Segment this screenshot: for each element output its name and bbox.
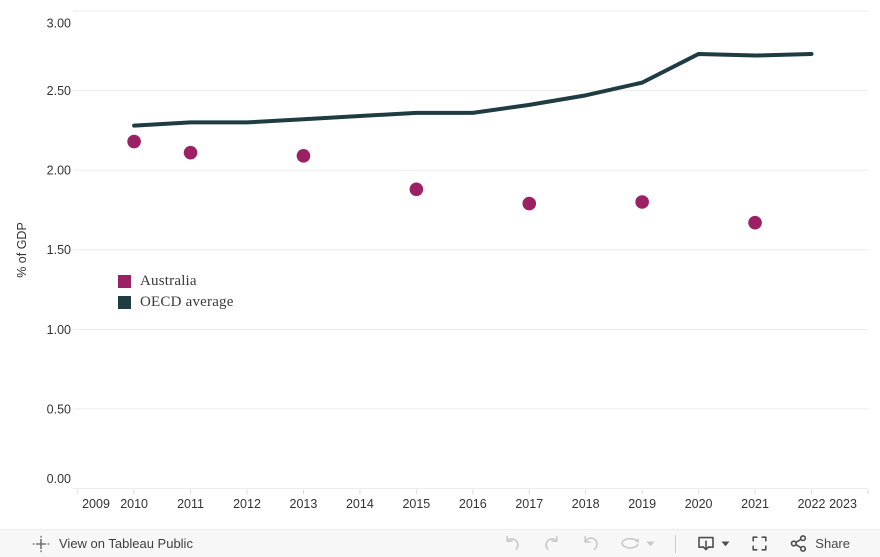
legend-item-australia[interactable]: Australia xyxy=(118,271,234,292)
y-axis-tick-label: 3.00 xyxy=(47,17,71,31)
oecd-average-line[interactable] xyxy=(132,51,814,128)
undo-icon xyxy=(506,535,519,550)
redo-icon xyxy=(545,535,558,550)
x-axis-tick-label: 2021 xyxy=(741,497,769,511)
x-axis-tick-label: 2009 xyxy=(82,497,110,511)
australia-data-point[interactable] xyxy=(127,134,141,149)
legend-label-australia: Australia xyxy=(140,273,197,289)
x-axis-tick-label: 2017 xyxy=(515,497,543,511)
x-axis-tick-label: 2015 xyxy=(402,497,430,511)
y-axis-tick-label: 0.00 xyxy=(47,472,71,486)
tableau-toolbar: View on Tableau Public xyxy=(0,529,880,557)
download-icon xyxy=(698,536,715,551)
undo-button[interactable] xyxy=(503,534,522,553)
y-axis-title: % of GDP xyxy=(15,222,29,278)
y-axis-tick-label: 2.50 xyxy=(47,84,71,98)
australia-data-point[interactable] xyxy=(296,149,311,163)
chart-svg[interactable]: 0.00 0.50 1.00 1.50 2.00 2.50 3.00 2009 2010 2011… xyxy=(0,0,880,529)
x-axis-tick-label: 2013 xyxy=(290,497,318,511)
legend-item-oecd-average[interactable]: OECD average xyxy=(118,292,234,313)
australia-data-point[interactable] xyxy=(409,182,424,197)
x-axis-tick-label: 2016 xyxy=(459,497,487,511)
caret-down-icon xyxy=(646,541,655,546)
color-legend: Australia OECD average xyxy=(118,271,234,313)
share-icon xyxy=(790,535,807,552)
australia-data-point[interactable] xyxy=(635,195,649,209)
caret-down-icon xyxy=(721,541,730,546)
x-axis-tick-label: 2011 xyxy=(177,497,204,511)
share-button[interactable]: Share xyxy=(789,534,850,553)
view-on-tableau-public-label: View on Tableau Public xyxy=(59,536,193,551)
y-axis-tick-label: 1.00 xyxy=(47,323,71,337)
download-button[interactable] xyxy=(696,534,730,553)
x-axis-tick-label: 2023 xyxy=(829,497,857,511)
toolbar-actions: Share xyxy=(503,534,850,553)
share-label: Share xyxy=(815,536,850,551)
view-on-tableau-public-link[interactable]: View on Tableau Public xyxy=(32,535,193,553)
refresh-button[interactable] xyxy=(620,534,655,553)
australia-data-point[interactable] xyxy=(183,145,198,160)
x-axis-tick-label: 2018 xyxy=(572,497,600,511)
x-axis-tick-label: 2019 xyxy=(628,497,656,511)
x-axis-tick-label: 2022 xyxy=(798,497,826,511)
tableau-logo-icon xyxy=(32,535,50,552)
x-axis-tick-label: 2014 xyxy=(346,497,374,511)
australia-swatch xyxy=(118,275,131,288)
y-axis-tick-label: 0.50 xyxy=(47,402,71,416)
y-axis-tick-label: 1.50 xyxy=(47,243,71,257)
australia-data-point[interactable] xyxy=(522,196,537,211)
toolbar-separator xyxy=(675,534,677,553)
redo-button[interactable] xyxy=(542,534,561,553)
x-axis-tick-label: 2010 xyxy=(120,497,148,511)
fullscreen-icon xyxy=(752,536,767,551)
fullscreen-button[interactable] xyxy=(750,534,769,553)
y-axis-tick-label: 2.00 xyxy=(47,164,71,178)
revert-icon xyxy=(584,535,599,550)
legend-label-oecd-average: OECD average xyxy=(140,294,234,310)
revert-button[interactable] xyxy=(581,534,600,553)
x-axis-tick-label: 2020 xyxy=(685,497,713,511)
australia-data-point[interactable] xyxy=(748,215,762,230)
oecd-average-swatch xyxy=(118,296,131,309)
refresh-icon xyxy=(621,537,640,549)
x-axis-tick-label: 2012 xyxy=(233,497,261,511)
